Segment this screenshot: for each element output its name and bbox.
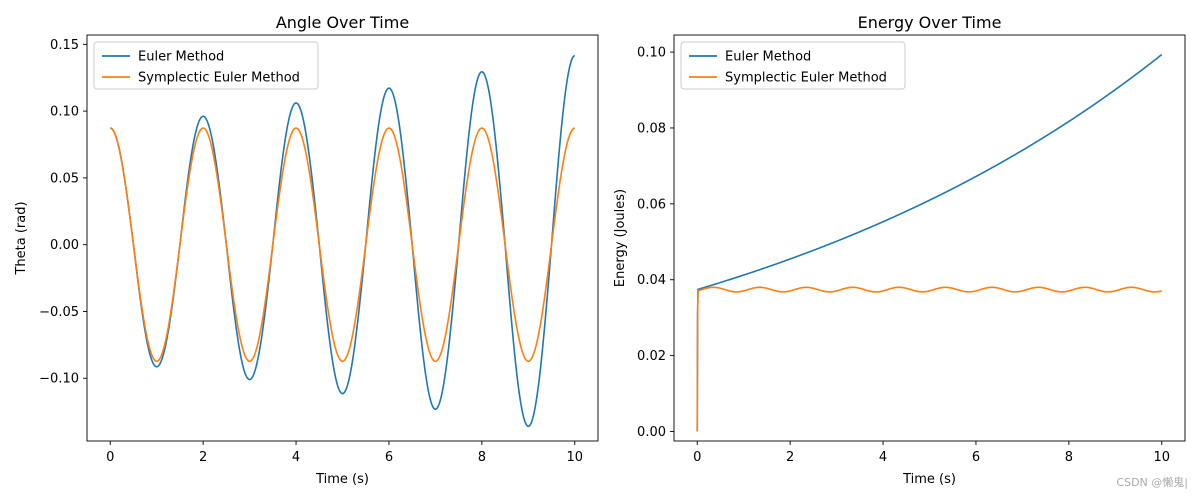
x-tick-label: 10 [1153,450,1170,465]
plot-frame [86,34,599,442]
legend: Euler Method Symplectic Euler Method [93,41,319,90]
legend-label: Euler Method [138,50,224,65]
y-tick-label: 0.02 [637,349,666,364]
legend-box [680,41,906,90]
chart-panel-2: 0 2 4 6 8 10 0.00 0.02 0.04 0.06 0.08 0.10 Energy Ov… [613,13,1186,487]
watermark: CSDN @懒鬼| [1116,476,1188,489]
x-tick-label: 2 [786,450,794,465]
series-line-symplectic-euler-method [110,127,575,363]
x-tick-label: 4 [292,450,300,465]
y-axis-label: Theta (rad) [14,201,29,275]
y-tick-label: 0.04 [637,273,666,288]
legend-label: Euler Method [725,50,811,65]
x-tick-label: 0 [693,450,701,465]
legend-label: Symplectic Euler Method [138,71,300,86]
legend-label: Symplectic Euler Method [725,71,887,86]
series-line-euler-method [110,54,575,428]
x-tick-label: 4 [879,450,887,465]
y-tick-label: 0.06 [637,197,666,212]
y-tick-label: 0.10 [50,105,79,120]
x-tick-label: 10 [566,450,583,465]
y-tick-label: −0.05 [39,305,79,320]
x-tick-label: 6 [972,450,980,465]
chart-panel-1: 0 2 4 6 8 10 −0.10 −0.05 0.00 0.05 0.10 0.15 Angle O… [14,13,599,487]
y-tick-label: 0.00 [50,238,79,253]
x-axis-label: Time (s) [902,472,956,487]
chart-title: Energy Over Time [858,13,1002,32]
series-line-symplectic-euler-method [696,286,1162,432]
y-tick-label: 0.15 [50,38,79,53]
y-tick-label: 0.08 [637,121,666,136]
y-tick-label: 0.00 [637,425,666,440]
x-tick-label: 8 [478,450,486,465]
x-axis-label: Time (s) [315,472,369,487]
x-tick-label: 2 [199,450,207,465]
x-tick-label: 0 [106,450,114,465]
x-tick-label: 6 [385,450,393,465]
x-tick-label: 8 [1065,450,1073,465]
legend: Euler Method Symplectic Euler Method [680,41,906,90]
y-tick-label: 0.10 [637,46,666,61]
y-axis-label: Energy (Joules) [613,189,628,287]
plot-frame [673,34,1186,442]
y-tick-label: −0.10 [39,372,79,387]
y-tick-label: 0.05 [50,171,79,186]
legend-box [93,41,319,90]
chart-title: Angle Over Time [276,13,409,32]
series-line-euler-method [696,53,1163,432]
